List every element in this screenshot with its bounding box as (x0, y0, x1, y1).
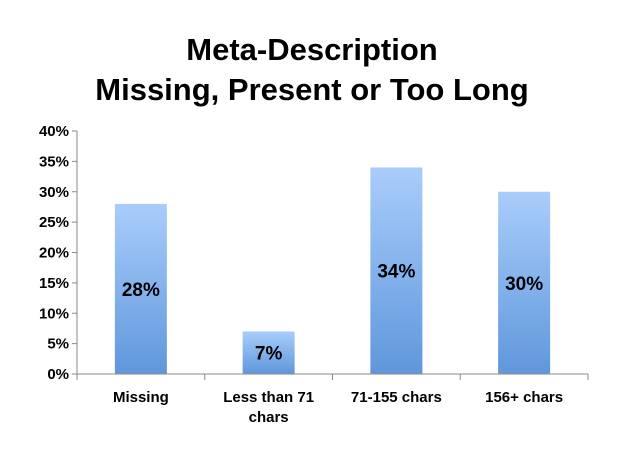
y-tick-label: 40% (39, 123, 69, 140)
y-tick-label: 15% (39, 275, 69, 292)
x-category-label: Missing (113, 389, 169, 406)
y-tick-label: 30% (39, 184, 69, 201)
y-tick-label: 35% (39, 153, 69, 170)
data-label: 28% (122, 280, 160, 301)
chart-title: Meta-Description Missing, Present or Too… (95, 32, 528, 107)
bar (114, 203, 167, 374)
bar (242, 331, 295, 374)
y-tick-label: 5% (47, 336, 69, 353)
chart-title-line-2: Missing, Present or Too Long (95, 72, 528, 107)
x-axis: Missing Less than 71 chars 71-155 chars 156+… (76, 373, 589, 426)
x-category-label: Less than 71 (223, 389, 314, 406)
x-category-label: chars (249, 409, 289, 426)
data-label: 7% (255, 344, 283, 365)
x-category-label: 156+ chars (485, 389, 563, 406)
x-category-label: 71-155 chars (351, 389, 442, 406)
y-tick-label: 25% (39, 214, 69, 231)
bar (498, 191, 551, 374)
chart-title-line-1: Meta-Description (186, 32, 437, 67)
data-label: 34% (377, 262, 415, 283)
data-label: 30% (505, 274, 543, 295)
y-tick-label: 20% (39, 245, 69, 262)
y-tick-label: 0% (47, 366, 69, 383)
bars: 28% 7% 34% 30% (114, 167, 551, 374)
bar (370, 167, 423, 374)
y-tick-label: 10% (39, 305, 69, 322)
y-axis: 0% 5% 10% 15% 20% 25% 30% 35% 40% (39, 123, 78, 383)
